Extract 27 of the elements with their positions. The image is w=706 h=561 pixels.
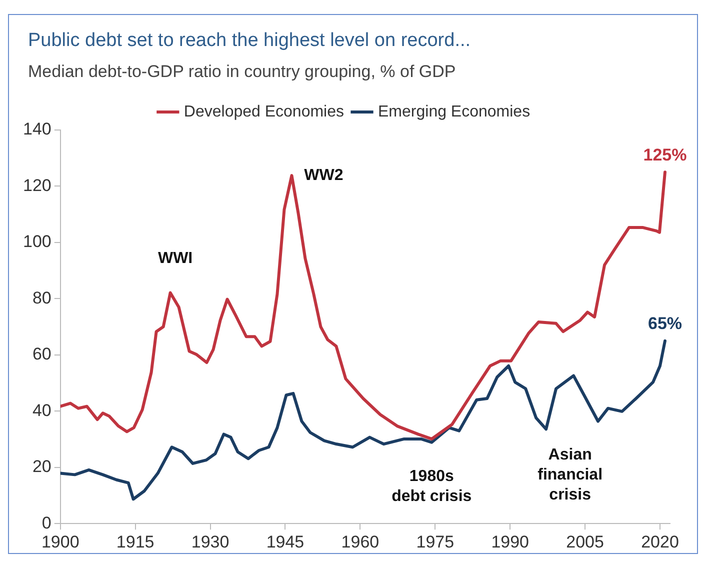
x-tick-label: 1915 — [116, 532, 154, 552]
y-tick-label: 0 — [42, 513, 52, 532]
y-tick-label: 80 — [32, 288, 52, 308]
x-tick-label: 1960 — [341, 532, 380, 552]
y-tick-label: 60 — [32, 344, 52, 364]
legend-label: Developed Economies — [184, 103, 344, 120]
y-tick-label: 20 — [32, 457, 52, 476]
x-tick-label: 1945 — [266, 532, 304, 552]
x-tick-label: 1990 — [491, 532, 530, 552]
chart-subtitle: Median debt-to-GDP ratio in country grouping, % of GDP — [28, 62, 456, 82]
x-tick-label: 1930 — [191, 532, 230, 552]
y-tick-label: 120 — [22, 176, 52, 195]
annotation: Asian financial crisis — [538, 446, 603, 504]
chart-title: Public debt set to reach the highest level on record... — [28, 30, 471, 52]
x-tick-label: 2020 — [641, 532, 679, 552]
annotation: WW2 — [304, 166, 344, 184]
annotation: 1980s debt crisis — [392, 468, 472, 505]
data-label: 65% — [648, 314, 682, 334]
y-tick-label: 40 — [32, 400, 52, 420]
y-tick-label: 100 — [22, 232, 52, 252]
x-tick-label: 1975 — [416, 532, 454, 552]
data-label: 125% — [643, 145, 687, 164]
x-tick-label: 2005 — [566, 532, 604, 552]
legend-label: Emerging Economies — [378, 103, 530, 120]
annotation: WWI — [158, 250, 193, 268]
x-tick-label: 1900 — [41, 532, 80, 552]
y-tick-label: 140 — [22, 120, 52, 139]
